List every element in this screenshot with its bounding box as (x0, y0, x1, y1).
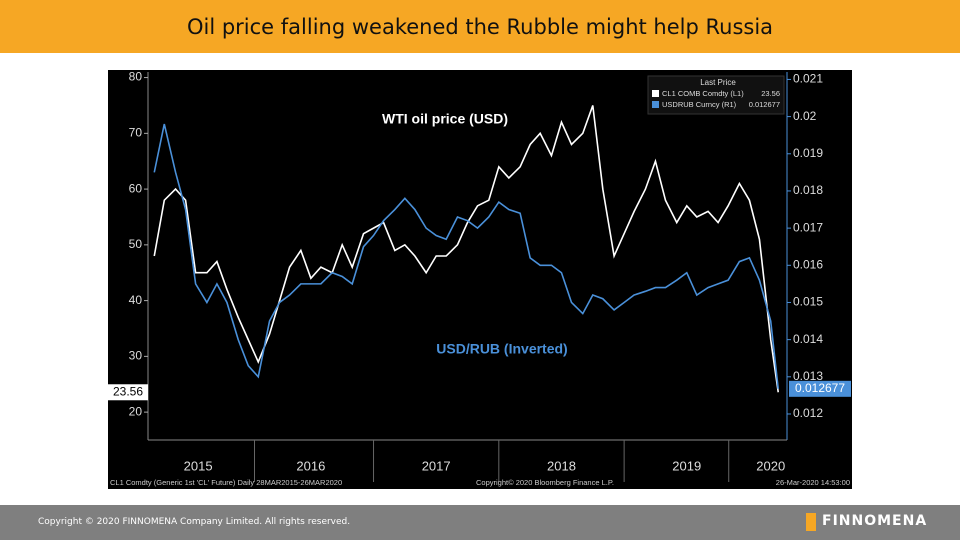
y-tick-label: 50 (129, 237, 143, 251)
y2-tick-label: 0.02 (793, 109, 817, 123)
y2-tick-label: 0.021 (793, 72, 823, 86)
chart-background (108, 70, 852, 489)
legend-label: USDRUB Curncy (R1) (662, 100, 737, 109)
y2-tick-label: 0.014 (793, 332, 823, 346)
legend-label: CL1 COMB Comdty (L1) (662, 89, 744, 98)
annotation: WTI oil price (USD) (382, 111, 508, 127)
y2-tick-label: 0.016 (793, 257, 823, 271)
source-note: CL1 Comdty (Generic 1st 'CL' Future) Dai… (110, 478, 342, 487)
y-tick-label: 60 (129, 181, 143, 195)
y2-tick-label: 0.018 (793, 183, 823, 197)
y-tick-label: 80 (129, 70, 143, 84)
last-value-label: 0.012677 (795, 381, 845, 395)
x-tick-label: 2017 (422, 458, 451, 473)
x-tick-label: 2020 (756, 458, 785, 473)
logo: FINNOMENA (822, 513, 928, 529)
x-tick-label: 2016 (296, 458, 325, 473)
legend-swatch (652, 90, 659, 97)
legend-swatch (652, 101, 659, 108)
legend-box (647, 75, 785, 115)
footer: Copyright © 2020 FINNOMENA Company Limit… (0, 505, 960, 540)
y-tick-label: 30 (129, 349, 143, 363)
copyright: Copyright © 2020 FINNOMENA Company Limit… (38, 517, 351, 527)
last-value-label: 23.56 (113, 384, 143, 398)
y2-tick-label: 0.013 (793, 369, 823, 383)
legend-value: 0.012677 (749, 100, 780, 109)
legend-title: Last Price (700, 78, 736, 87)
y-tick-label: 40 (129, 293, 143, 307)
series-line (153, 105, 780, 393)
logo-mark (806, 513, 816, 531)
series-line (153, 123, 780, 389)
last-value-box (108, 384, 148, 401)
last-value-box (789, 380, 851, 397)
y2-tick-label: 0.017 (793, 220, 823, 234)
y-tick-label: 20 (129, 404, 143, 418)
y-tick-label: 70 (129, 126, 143, 140)
x-tick-label: 2018 (547, 458, 576, 473)
annotation: USD/RUB (Inverted) (436, 341, 567, 357)
x-tick-label: 2019 (672, 458, 701, 473)
y2-tick-label: 0.012 (793, 406, 823, 420)
source-note: 26-Mar-2020 14:53:00 (776, 478, 850, 487)
legend-value: 23.56 (761, 89, 780, 98)
x-tick-label: 2015 (184, 458, 213, 473)
source-note: Copyright© 2020 Bloomberg Finance L.P. (476, 478, 614, 487)
y2-tick-label: 0.015 (793, 295, 823, 309)
slide-title: Oil price falling weakened the Rubble mi… (0, 0, 960, 53)
y2-tick-label: 0.019 (793, 146, 823, 160)
